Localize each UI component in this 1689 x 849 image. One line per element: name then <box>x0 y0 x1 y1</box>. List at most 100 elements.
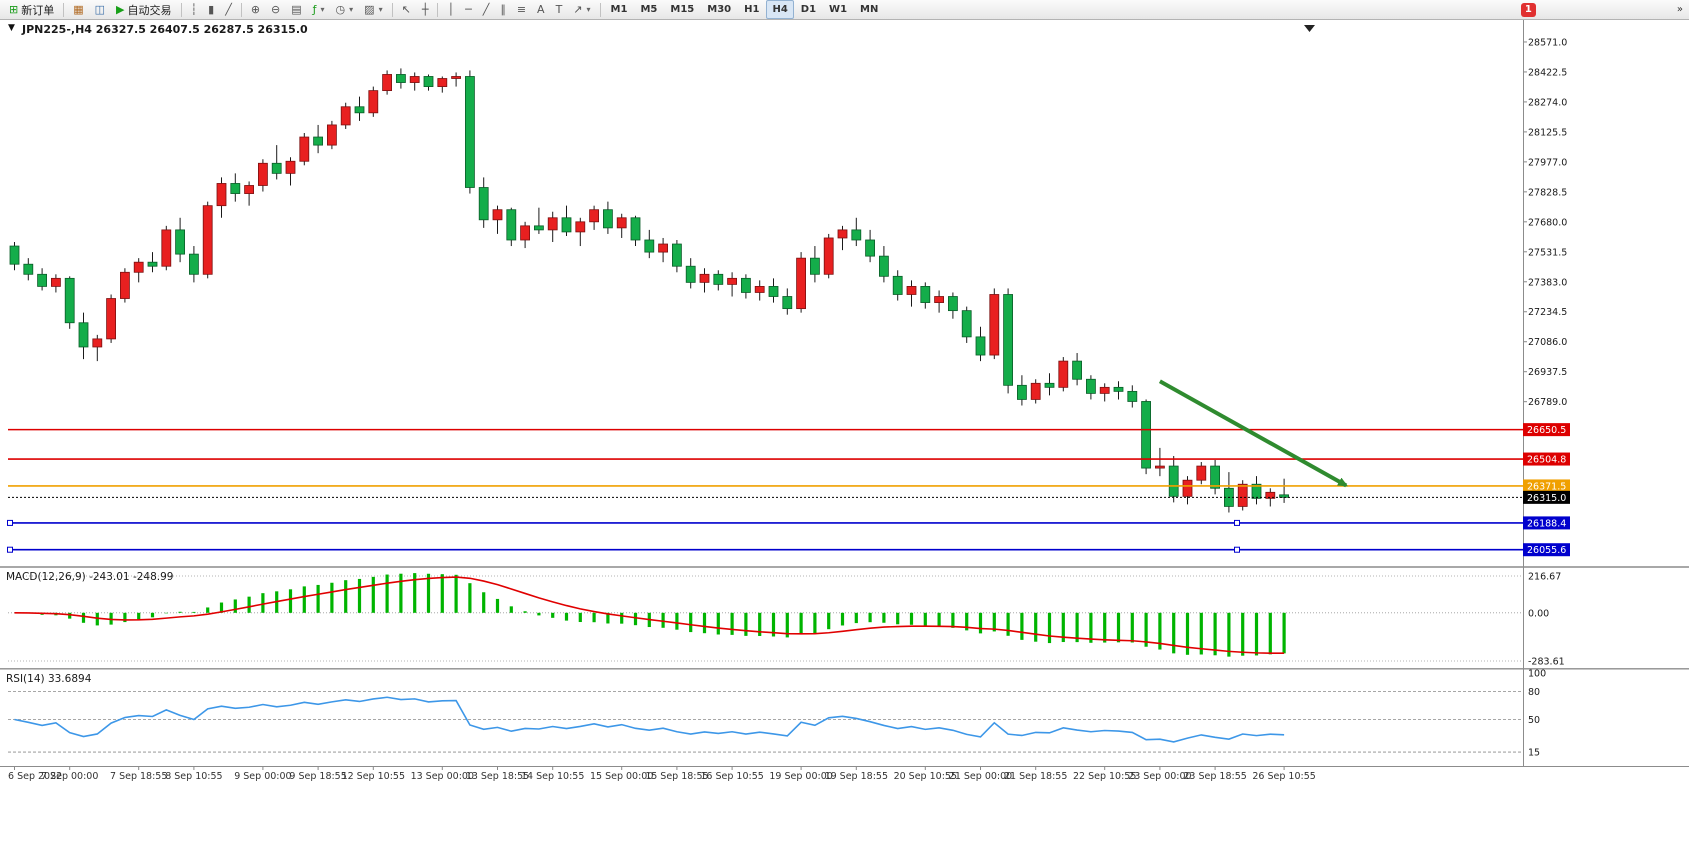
svg-text:27828.5: 27828.5 <box>1528 187 1567 198</box>
zoom-in-icon: ⊕ <box>250 3 261 16</box>
svg-text:27680.0: 27680.0 <box>1528 217 1567 228</box>
timeframe-h1-button[interactable]: H1 <box>744 4 760 15</box>
trendline-button[interactable]: ╱ <box>478 0 495 19</box>
indicators-icon: ƒ <box>312 3 317 16</box>
horizontal-line-icon: ─ <box>465 3 472 16</box>
arrows-button[interactable]: ↗ ▾ <box>568 0 595 19</box>
cursor-button[interactable]: ↖ <box>397 0 416 19</box>
svg-text:80: 80 <box>1528 687 1540 698</box>
auto-trading-button[interactable]: ▶ 自动交易 <box>111 0 176 19</box>
svg-text:50: 50 <box>1528 715 1540 726</box>
chart-plot-area[interactable] <box>0 20 1523 766</box>
label-button[interactable]: T <box>551 0 568 19</box>
channel-icon: ∥ <box>500 3 506 16</box>
periods-button[interactable]: ◷ ▾ <box>331 0 359 19</box>
chart-canvas[interactable]: 28571.0 28422.5 28274.0 28125.5 27977.0 27828… <box>0 20 1689 849</box>
macd-indicator-label: MACD(12,26,9) -243.01 -248.99 <box>6 571 174 583</box>
svg-text:15 Sep 18:55: 15 Sep 18:55 <box>645 771 708 782</box>
svg-text:23 Sep 18:55: 23 Sep 18:55 <box>1183 771 1246 782</box>
bar-chart-icon: ┆ <box>190 3 198 16</box>
rsi-panel[interactable]: 100 80 50 15 <box>8 669 1546 759</box>
line-chart-button[interactable]: ╱ <box>220 0 237 19</box>
svg-text:26055.6: 26055.6 <box>1527 545 1566 556</box>
line-handle[interactable] <box>7 546 13 553</box>
svg-text:26504.8: 26504.8 <box>1527 455 1566 466</box>
chart-window[interactable]: 28571.0 28422.5 28274.0 28125.5 27977.0 27828… <box>0 20 1689 849</box>
svg-text:19 Sep 00:00: 19 Sep 00:00 <box>769 771 832 782</box>
svg-text:0.00: 0.00 <box>1528 608 1549 619</box>
line-handle[interactable] <box>1234 519 1240 526</box>
svg-text:21 Sep 00:00: 21 Sep 00:00 <box>949 771 1012 782</box>
indicators-button[interactable]: ƒ ▾ <box>308 0 330 19</box>
macd-signal-line <box>14 576 1285 655</box>
price-badge-26315.0 <box>1523 490 1570 504</box>
price-badge-26504.8 <box>1523 452 1570 466</box>
line-handle[interactable] <box>7 519 13 526</box>
svg-text:19 Sep 18:55: 19 Sep 18:55 <box>825 771 888 782</box>
tile-windows-button[interactable]: ▤ <box>286 0 306 19</box>
timeframe-m5-button[interactable]: M5 <box>640 4 658 15</box>
fibonacci-icon: ≡ <box>516 3 527 16</box>
vertical-line-button[interactable]: │ <box>442 0 459 19</box>
timeframe-h4-button[interactable]: H4 <box>766 0 794 19</box>
text-button[interactable]: A <box>532 0 550 19</box>
timeframe-w1-button[interactable]: W1 <box>829 4 848 15</box>
channel-button[interactable]: ∥ <box>495 0 511 19</box>
fibonacci-button[interactable]: ≡ <box>512 0 531 19</box>
macd-panel[interactable]: 216.67 0.00 -283.61 <box>8 572 1565 668</box>
candlestick-button[interactable]: ▮ <box>203 0 219 19</box>
svg-text:26650.5: 26650.5 <box>1527 425 1566 436</box>
timeframe-m15-button[interactable]: M15 <box>670 4 695 15</box>
price-badge-26188.4 <box>1523 516 1570 530</box>
svg-text:27977.0: 27977.0 <box>1528 157 1567 168</box>
svg-text:21 Sep 18:55: 21 Sep 18:55 <box>1004 771 1067 782</box>
svg-text:100: 100 <box>1528 669 1546 680</box>
svg-text:26789.0: 26789.0 <box>1528 397 1567 408</box>
notification-badge[interactable]: 1 <box>1520 2 1536 17</box>
trendline-icon: ╱ <box>482 3 490 16</box>
new-order-button[interactable]: ⊞ 新订单 <box>4 0 59 19</box>
timeframe-d1-button[interactable]: D1 <box>800 4 817 15</box>
line-chart-icon: ╱ <box>225 3 232 16</box>
svg-text:15: 15 <box>1528 748 1540 759</box>
zoom-out-button[interactable]: ⊖ <box>266 0 285 19</box>
timeframe-m30-button[interactable]: M30 <box>707 4 732 15</box>
svg-text:26315.0: 26315.0 <box>1527 493 1566 504</box>
svg-text:6 Sep 2022: 6 Sep 2022 <box>8 771 62 782</box>
tile-windows-icon: ▤ <box>291 3 302 16</box>
svg-text:13 Sep 00:00: 13 Sep 00:00 <box>411 771 474 782</box>
svg-text:7 Sep 18:55: 7 Sep 18:55 <box>110 771 167 782</box>
dropdown-caret-icon[interactable]: ▾ <box>349 5 354 14</box>
zoom-in-button[interactable]: ⊕ <box>246 0 265 19</box>
dropdown-caret-icon[interactable]: ▾ <box>586 5 591 14</box>
panel-borders <box>0 20 1689 767</box>
symbol-dropdown-caret[interactable]: ▼ <box>8 23 15 33</box>
svg-text:28422.5: 28422.5 <box>1528 67 1567 78</box>
svg-text:28571.0: 28571.0 <box>1528 37 1567 48</box>
dropdown-caret-icon[interactable]: ▾ <box>378 5 383 14</box>
svg-text:27383.0: 27383.0 <box>1528 277 1567 288</box>
rsi-indicator-label: RSI(14) 33.6894 <box>6 673 92 685</box>
toolbar-overflow-button[interactable]: » <box>1676 4 1683 15</box>
price-badge-26371.5 <box>1523 479 1570 493</box>
bar-chart-button[interactable]: ┆ <box>186 0 203 19</box>
trend-arrow[interactable] <box>1158 379 1348 488</box>
timeframe-mn-button[interactable]: MN <box>860 4 879 15</box>
profiles-button[interactable]: ◫ <box>90 0 110 19</box>
svg-text:12 Sep 10:55: 12 Sep 10:55 <box>342 771 405 782</box>
timeframe-m1-button[interactable]: M1 <box>610 4 628 15</box>
crosshair-button[interactable]: ┼ <box>417 0 434 19</box>
templates-button[interactable]: ▨ ▾ <box>359 0 387 19</box>
new-chart-button[interactable]: ▦ <box>68 0 88 19</box>
chart-shift-marker[interactable] <box>1304 25 1315 32</box>
svg-text:-283.61: -283.61 <box>1528 657 1565 668</box>
dropdown-caret-icon[interactable]: ▾ <box>320 5 325 14</box>
horizontal-line-button[interactable]: ─ <box>460 0 477 19</box>
lines-layer[interactable] <box>7 25 1524 553</box>
line-handle[interactable] <box>1234 546 1240 553</box>
svg-text:13 Sep 18:55: 13 Sep 18:55 <box>466 771 529 782</box>
label-icon: T <box>555 3 563 16</box>
crosshair-icon: ┼ <box>421 3 429 16</box>
